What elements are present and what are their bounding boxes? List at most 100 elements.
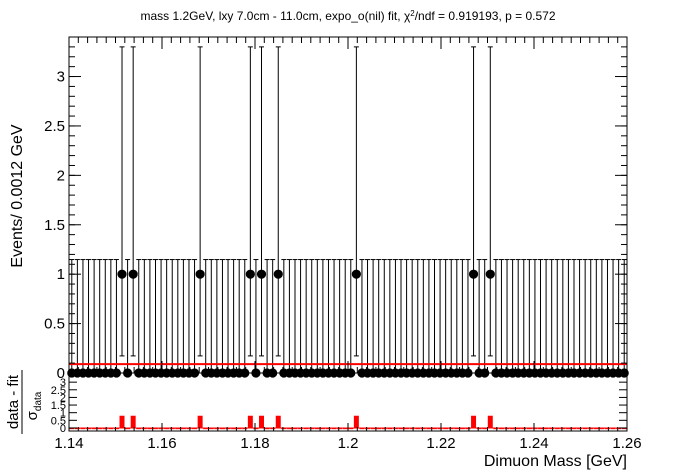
title-sup: 2 xyxy=(410,9,415,18)
pull-bar xyxy=(175,427,181,430)
pull-bar xyxy=(476,427,482,430)
pull-bar xyxy=(309,427,315,430)
pull-bar xyxy=(298,427,304,430)
pull-bar xyxy=(515,427,521,430)
data-point xyxy=(485,269,495,279)
pull-bar xyxy=(320,427,326,430)
main-y-axis-label: Events/ 0.0012 GeV xyxy=(9,124,26,268)
main-y-tick-label: 3 xyxy=(57,69,65,86)
pull-bar xyxy=(582,427,588,430)
pull-bar xyxy=(113,427,119,430)
pull-bar xyxy=(169,427,175,430)
pull-bar xyxy=(259,415,264,428)
pull-bar xyxy=(549,427,555,430)
pull-bar xyxy=(471,415,477,428)
pull-bar xyxy=(493,427,499,430)
pull-bar xyxy=(610,427,616,430)
x-tick-label: 1.18 xyxy=(240,435,269,452)
pull-bar xyxy=(359,427,365,430)
pull-bar xyxy=(588,427,594,430)
pull-bar xyxy=(571,427,577,430)
main-y-tick-label: 0 xyxy=(57,365,65,382)
pull-bar xyxy=(80,427,86,430)
data-point xyxy=(117,269,127,279)
pull-bar xyxy=(387,427,393,430)
pull-bar xyxy=(253,427,259,430)
pull-bar xyxy=(342,427,348,430)
data-point xyxy=(128,269,138,279)
pull-bar xyxy=(214,427,220,430)
pull-bar xyxy=(426,427,432,430)
pull-y-tick-label: 2 xyxy=(60,392,66,404)
pull-bar xyxy=(192,427,198,430)
pull-y-tick-label: 3 xyxy=(60,377,66,389)
pull-bar xyxy=(337,427,343,430)
pull-bar xyxy=(487,415,493,428)
pull-bar xyxy=(599,427,605,430)
pull-bar xyxy=(130,415,136,428)
pull-bar xyxy=(264,427,270,430)
pull-y-tick-label: 1.5 xyxy=(51,400,66,412)
pull-bar xyxy=(504,427,510,430)
main-error-bars xyxy=(69,46,627,373)
pull-bar xyxy=(97,427,103,430)
pull-bar xyxy=(398,427,404,430)
pull-bar xyxy=(465,427,471,430)
data-point xyxy=(245,269,255,279)
pull-bar xyxy=(532,427,538,430)
x-axis-label: Dimuon Mass [GeV] xyxy=(484,453,627,470)
pull-bar xyxy=(164,427,170,430)
title-rest: /ndf = 0.919193, p = 0.572 xyxy=(415,9,556,23)
main-x-axis-ticks xyxy=(68,37,628,373)
pull-label-numerator: data - fit xyxy=(5,374,22,429)
pull-bar xyxy=(203,427,209,430)
main-y-axis: 0 0.5 1 1.5 2 2.5 3 xyxy=(44,36,627,382)
pull-bar xyxy=(102,427,108,430)
pull-bar xyxy=(225,427,231,430)
pull-bar xyxy=(604,427,610,430)
chart-title: mass 1.2GeV, lxy 7.0cm - 11.0cm, expo_o(… xyxy=(141,9,556,24)
pull-bar xyxy=(119,415,125,428)
pull-bar xyxy=(526,427,532,430)
pull-bar xyxy=(565,427,571,430)
pull-bar xyxy=(370,427,376,430)
pull-bar xyxy=(303,427,309,430)
main-y-tick-label: 2 xyxy=(57,167,65,184)
main-y-tick-label: 1 xyxy=(57,266,65,283)
pull-bar xyxy=(86,427,92,430)
pull-bar xyxy=(353,415,359,428)
pull-bar xyxy=(432,427,437,430)
pull-bar xyxy=(236,427,242,430)
x-tick-label: 1.16 xyxy=(147,435,176,452)
pull-y-tick-label: 1 xyxy=(60,408,66,420)
pull-bar xyxy=(153,427,158,430)
pull-bar xyxy=(437,427,443,430)
x-tick-label: 1.22 xyxy=(426,435,455,452)
pull-bar xyxy=(186,427,192,430)
pull-bar xyxy=(482,427,488,430)
pull-bar xyxy=(125,427,131,430)
pull-bar xyxy=(231,427,237,430)
pull-bar xyxy=(348,427,354,430)
pull-bar xyxy=(420,427,426,430)
pull-bar xyxy=(180,427,186,430)
pull-bar xyxy=(554,427,560,430)
x-tick-label: 1.2 xyxy=(338,435,359,452)
pull-y-tick-label: 0 xyxy=(60,423,66,435)
pull-bar xyxy=(409,427,415,430)
pull-y-axis-label: data - fit σdata xyxy=(5,370,44,434)
pull-bar xyxy=(376,427,382,430)
pull-label-sigma: σ xyxy=(24,410,41,420)
pull-bar xyxy=(577,427,583,430)
data-point xyxy=(195,269,205,279)
pull-bar xyxy=(560,427,566,430)
title-chi: χ xyxy=(404,9,411,23)
x-tick-label: 1.14 xyxy=(54,435,83,452)
pull-bar xyxy=(247,415,253,428)
pull-bar xyxy=(404,427,410,430)
pull-bar xyxy=(141,427,147,430)
pull-bar xyxy=(331,427,337,430)
x-axis: 1.14 1.16 1.18 1.2 1.22 1.24 1.26 xyxy=(54,423,642,452)
data-point xyxy=(351,269,361,279)
pull-bar xyxy=(147,427,153,430)
